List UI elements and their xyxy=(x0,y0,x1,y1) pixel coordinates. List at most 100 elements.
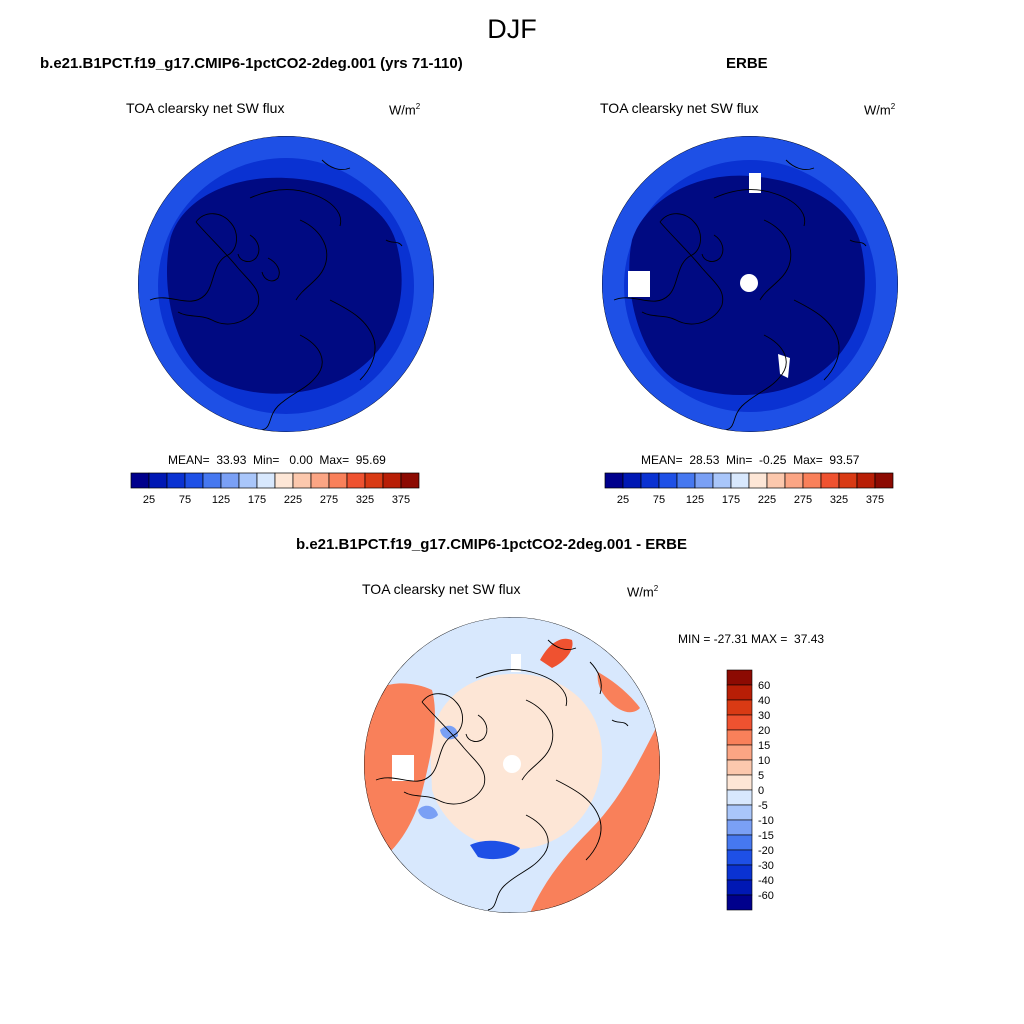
map3-blue-patch xyxy=(470,840,520,860)
colorbar-tick-label: -30 xyxy=(758,860,774,872)
colorbar-tick-label: 15 xyxy=(758,740,770,752)
colorbar-tick-label: 125 xyxy=(686,494,704,506)
colorbar-swatch xyxy=(346,472,366,489)
colorbar-tick-label: -5 xyxy=(758,800,768,812)
colorbar-tick-label: 375 xyxy=(392,494,410,506)
panel3-title: b.e21.B1PCT.f19_g17.CMIP6-1pctCO2-2deg.0… xyxy=(296,536,687,553)
map1-coastlines xyxy=(149,159,403,431)
colorbar-swatch xyxy=(726,699,753,716)
colorbar-tick-label: 25 xyxy=(143,494,155,506)
colorbar-swatch xyxy=(726,774,753,791)
colorbar-panel2: 25 75 125 175 225 275 325 375 xyxy=(604,472,894,506)
map3-red-ne xyxy=(597,672,640,713)
colorbar-swatch xyxy=(726,684,753,701)
map3-blue-patch xyxy=(418,805,438,820)
colorbar-swatch xyxy=(148,472,168,489)
colorbar-tick-label: 325 xyxy=(830,494,848,506)
map3-coastlines xyxy=(375,639,629,911)
colorbar-tick-label: 25 xyxy=(617,494,629,506)
colorbar-tick-label: 175 xyxy=(722,494,740,506)
map2-missing-data xyxy=(628,173,790,378)
colorbar-swatch xyxy=(726,864,753,881)
colorbar-swatch xyxy=(726,834,753,851)
map3-polar-plot xyxy=(364,617,660,913)
colorbar-swatch xyxy=(726,804,753,821)
colorbar-swatch xyxy=(726,714,753,731)
map1-polar-plot xyxy=(138,136,434,432)
colorbar-swatch xyxy=(726,669,753,686)
colorbar-swatch xyxy=(784,472,804,489)
panel3-stats: MIN = -27.31 MAX = 37.43 xyxy=(678,632,825,646)
panel1-stats: MEAN= 33.93 Min= 0.00 Max= 95.69 xyxy=(168,453,386,467)
colorbar-tick-label: -10 xyxy=(758,815,774,827)
colorbar-swatch xyxy=(400,472,420,489)
colorbar-tick-label: 275 xyxy=(794,494,812,506)
panel2-stats: MEAN= 28.53 Min= -0.25 Max= 93.57 xyxy=(641,453,860,467)
panel1-variable: TOA clearsky net SW flux xyxy=(126,100,285,116)
colorbar-tick-label: 125 xyxy=(212,494,230,506)
colorbar-swatch xyxy=(726,894,753,911)
colorbar-swatch xyxy=(838,472,858,489)
colorbar-swatch xyxy=(874,472,894,489)
colorbar-panel1: 25 75 125 175 225 275 325 375 xyxy=(130,472,420,506)
colorbar-swatch xyxy=(640,472,660,489)
map2-polar-plot xyxy=(602,136,898,432)
colorbar-tick-label: -15 xyxy=(758,830,774,842)
colorbar-tick-label: -60 xyxy=(758,890,774,902)
colorbar-tick-label: 40 xyxy=(758,695,770,707)
colorbar-swatch xyxy=(130,472,150,489)
colorbar-tick-label: 325 xyxy=(356,494,374,506)
colorbar-swatch xyxy=(802,472,822,489)
panel2-variable: TOA clearsky net SW flux xyxy=(600,100,759,116)
colorbar-swatch xyxy=(856,472,876,489)
colorbar-swatch xyxy=(364,472,384,489)
colorbar-swatch xyxy=(726,849,753,866)
colorbar-swatch xyxy=(694,472,714,489)
panel2-title: ERBE xyxy=(726,55,768,72)
colorbar-tick-label: 60 xyxy=(758,680,770,692)
colorbar-tick-label: 5 xyxy=(758,770,764,782)
colorbar-swatch xyxy=(238,472,258,489)
map3-red-top xyxy=(540,638,573,668)
colorbar-swatch xyxy=(604,472,624,489)
colorbar-swatch xyxy=(730,472,750,489)
colorbar-swatch xyxy=(274,472,294,489)
colorbar-tick-label: 225 xyxy=(758,494,776,506)
colorbar-swatch xyxy=(328,472,348,489)
colorbar-tick-label: 225 xyxy=(284,494,302,506)
map1-deep-region xyxy=(167,177,402,394)
panel1-title: b.e21.B1PCT.f19_g17.CMIP6-1pctCO2-2deg.0… xyxy=(40,55,463,72)
colorbar-swatch xyxy=(726,789,753,806)
colorbar-swatch xyxy=(820,472,840,489)
colorbar-swatch xyxy=(622,472,642,489)
colorbar-tick-label: 275 xyxy=(320,494,338,506)
colorbar-swatch xyxy=(220,472,240,489)
colorbar-tick-label: 10 xyxy=(758,755,770,767)
colorbar-swatch xyxy=(766,472,786,489)
colorbar-swatch xyxy=(726,879,753,896)
map2-coastlines xyxy=(613,159,867,431)
panel2-units: W/m2 xyxy=(864,102,896,118)
colorbar-tick-label: 0 xyxy=(758,785,764,797)
colorbar-swatch xyxy=(658,472,678,489)
main-title: DJF xyxy=(487,14,537,44)
colorbar-tick-label: 175 xyxy=(248,494,266,506)
map3-missing-data xyxy=(392,654,521,781)
panel3-units: W/m2 xyxy=(627,584,659,600)
colorbar-swatch xyxy=(726,729,753,746)
colorbar-tick-label: -40 xyxy=(758,875,774,887)
colorbar-tick-label: 75 xyxy=(179,494,191,506)
panel3-variable: TOA clearsky net SW flux xyxy=(362,581,521,597)
colorbar-swatch xyxy=(256,472,276,489)
colorbar-swatch xyxy=(382,472,402,489)
colorbar-tick-label: -20 xyxy=(758,845,774,857)
colorbar-tick-label: 75 xyxy=(653,494,665,506)
colorbar-swatch xyxy=(748,472,768,489)
colorbar-swatch xyxy=(292,472,312,489)
colorbar-swatch xyxy=(726,744,753,761)
colorbar-swatch xyxy=(166,472,186,489)
colorbar-swatch xyxy=(676,472,696,489)
colorbar-swatch xyxy=(726,759,753,776)
colorbar-tick-label: 20 xyxy=(758,725,770,737)
